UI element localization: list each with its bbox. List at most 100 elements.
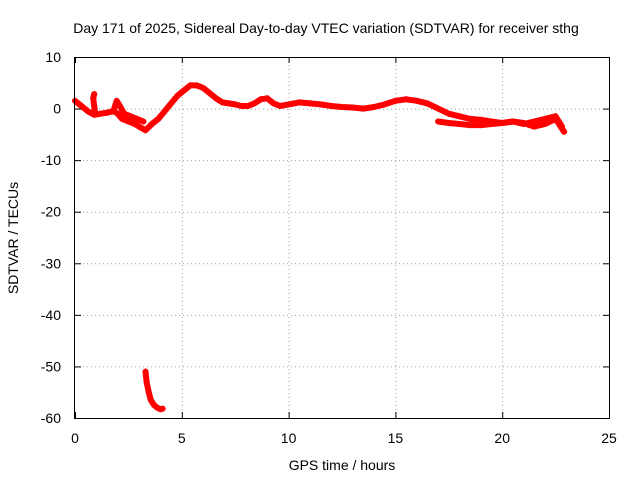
data-point <box>118 115 125 122</box>
y-tick-label: -60 <box>41 410 61 426</box>
data-point <box>424 100 431 107</box>
y-tick-labels: 10 0 -10 -20 -30 -40 -50 -60 <box>41 49 61 426</box>
data-point <box>140 118 147 125</box>
data-point <box>148 121 155 128</box>
x-tick-label: 5 <box>178 430 186 446</box>
data-point <box>488 121 495 128</box>
data-point <box>143 378 150 385</box>
data-point <box>413 97 420 104</box>
data-point <box>403 96 410 103</box>
data-point <box>277 102 284 109</box>
data-point <box>467 115 474 122</box>
plot-series <box>72 82 568 413</box>
data-point <box>145 389 152 396</box>
data-point <box>257 96 264 103</box>
grid-lines <box>75 57 609 418</box>
data-point <box>285 101 292 108</box>
data-point <box>193 82 200 89</box>
data-point <box>381 101 388 108</box>
data-point <box>187 82 194 89</box>
data-point <box>232 101 239 108</box>
y-tick-label: -20 <box>41 204 61 220</box>
data-point <box>360 105 367 112</box>
x-axis-label: GPS time / hours <box>289 457 396 473</box>
data-point <box>467 122 474 129</box>
data-point <box>371 104 378 111</box>
data-point <box>445 110 452 117</box>
y-tick-label: -50 <box>41 358 61 374</box>
data-point <box>561 128 568 135</box>
data-point <box>477 122 484 129</box>
data-point <box>238 102 245 109</box>
data-point <box>552 115 559 122</box>
data-point <box>91 91 98 98</box>
data-point <box>113 97 120 104</box>
data-point <box>161 108 168 115</box>
data-point <box>154 404 161 411</box>
y-tick-label: 0 <box>53 101 61 117</box>
data-point <box>110 108 117 115</box>
x-tick-label: 10 <box>281 430 297 446</box>
x-tick-label: 15 <box>388 430 404 446</box>
x-tick-label: 0 <box>71 430 79 446</box>
data-point <box>116 102 123 109</box>
y-tick-label: -30 <box>41 255 61 271</box>
data-point <box>328 102 335 109</box>
data-point <box>270 100 277 107</box>
data-point <box>133 115 140 122</box>
data-point <box>131 121 138 128</box>
data-point <box>92 110 99 117</box>
data-point <box>306 100 313 107</box>
data-point <box>251 100 258 107</box>
data-point <box>435 118 442 125</box>
data-point <box>477 116 484 123</box>
data-point <box>296 99 303 106</box>
data-point <box>219 99 226 106</box>
data-point <box>445 120 452 127</box>
data-point <box>317 101 324 108</box>
data-point <box>520 120 527 127</box>
data-point <box>104 109 111 116</box>
data-point <box>91 102 98 109</box>
x-tick-label: 20 <box>494 430 510 446</box>
data-point <box>151 402 158 409</box>
data-point <box>456 113 463 120</box>
data-point <box>159 405 166 412</box>
data-point <box>245 102 252 109</box>
data-point <box>127 113 134 120</box>
data-point <box>200 84 207 91</box>
data-point <box>155 115 162 122</box>
data-point <box>180 87 187 94</box>
data-point <box>206 90 213 97</box>
data-point <box>84 108 91 115</box>
data-point <box>435 105 442 112</box>
data-point <box>125 118 132 125</box>
data-point <box>97 110 104 117</box>
y-tick-label: -10 <box>41 152 61 168</box>
data-point <box>225 100 232 107</box>
data-point <box>174 92 181 99</box>
data-point <box>212 95 219 102</box>
x-tick-labels: 0 5 10 15 20 25 <box>71 430 617 446</box>
data-point <box>168 100 175 107</box>
x-tick-label: 25 <box>601 430 617 446</box>
y-tick-label: -40 <box>41 307 61 323</box>
plot-frame <box>74 57 610 419</box>
data-point <box>264 95 271 102</box>
axis-ticks <box>75 57 610 419</box>
data-point <box>349 104 356 111</box>
data-point <box>541 121 548 128</box>
data-point <box>456 121 463 128</box>
data-point <box>392 97 399 104</box>
data-point <box>499 120 506 127</box>
chart-title: Day 171 of 2025, Sidereal Day-to-day VTE… <box>73 20 579 36</box>
data-point <box>121 110 128 117</box>
data-point <box>339 104 345 111</box>
data-point <box>509 118 516 125</box>
data-point <box>142 127 149 134</box>
data-point <box>147 396 154 403</box>
data-point <box>78 102 85 109</box>
data-point <box>531 123 538 130</box>
y-tick-label: 10 <box>45 49 61 65</box>
